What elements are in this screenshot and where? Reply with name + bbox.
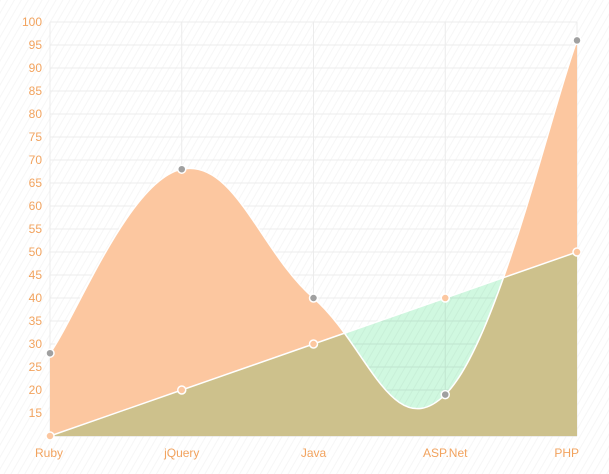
series-1-point-php: [572, 35, 582, 46]
y-tick-label: 25: [29, 360, 43, 374]
series-2-point-jquery: [177, 385, 187, 395]
data-points: [45, 35, 582, 441]
x-tick-label: Java: [301, 446, 327, 460]
y-tick-label: 55: [29, 222, 43, 236]
series-1-area: [50, 40, 577, 437]
series-1-line: [49, 40, 578, 410]
series-1-point-asp-net: [440, 389, 450, 400]
y-tick-label: 70: [29, 153, 43, 167]
series-1-point-ruby: [45, 348, 55, 358]
y-tick-label: 30: [29, 337, 43, 351]
y-tick-label: 95: [29, 38, 43, 52]
series-1-point-jquery: [177, 164, 187, 174]
y-tick-label: 85: [29, 84, 43, 98]
tick-labels: 15 20 25 30 35 40 45 50 55 60 65 70 75 80 85 90 95 100 Rub…: [22, 15, 579, 460]
y-tick-label: 45: [29, 268, 43, 282]
y-tick-label: 60: [29, 199, 43, 213]
series-2-point-asp-net: [440, 293, 450, 303]
x-tick-label: Ruby: [35, 446, 63, 460]
x-tick-label: PHP: [554, 446, 579, 460]
y-tick-label: 65: [29, 176, 43, 190]
y-tick-label: 20: [29, 383, 43, 397]
series-2-point-ruby: [45, 431, 55, 441]
y-tick-label: 90: [29, 61, 43, 75]
x-tick-label: ASP.Net: [423, 446, 468, 460]
series-1-point-java: [308, 293, 319, 303]
y-tick-label: 40: [29, 291, 43, 305]
x-tick-label: jQuery: [163, 446, 199, 460]
y-tick-label: 15: [29, 406, 43, 420]
y-tick-label: 75: [29, 130, 43, 144]
y-tick-label: 100: [22, 15, 42, 29]
series-2-point-java: [308, 339, 319, 349]
y-tick-label: 80: [29, 107, 43, 121]
y-tick-label: 35: [29, 314, 43, 328]
series-2-point-php: [572, 247, 582, 257]
y-tick-label: 50: [29, 245, 43, 259]
